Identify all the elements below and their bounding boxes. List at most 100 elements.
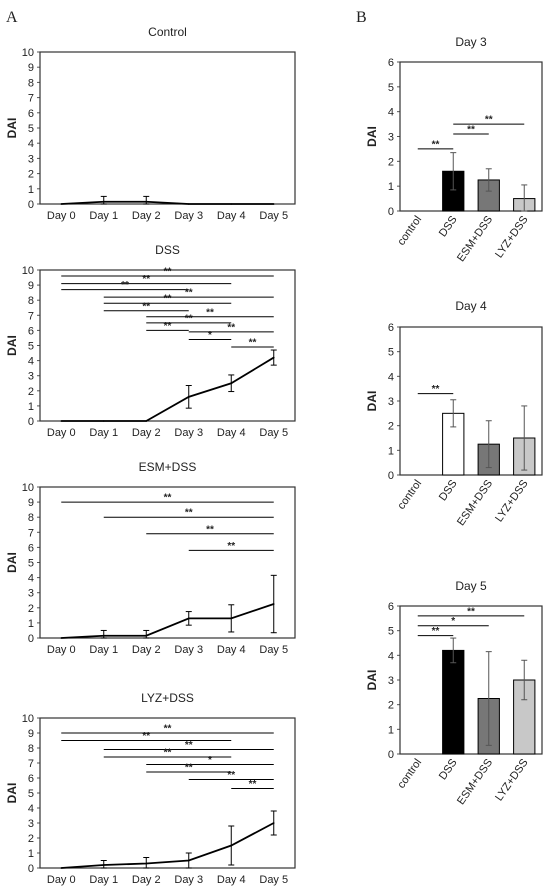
plot-frame	[39, 269, 296, 422]
data-point	[60, 420, 63, 422]
y-tick-label: 8	[28, 295, 34, 307]
significance-label: **	[164, 321, 172, 332]
x-tick-label: control	[395, 214, 424, 248]
chart-3: LYZ+DSS DAI 0 1 2 3 4 5 6 7 8 9 10 Day 0 Day 1 Day 2 Day…	[5, 691, 296, 886]
plot-frame	[399, 605, 543, 755]
data-point	[230, 203, 233, 205]
y-tick-label: 10	[22, 47, 34, 59]
bar	[442, 649, 465, 755]
y-tick-label: 6	[388, 57, 394, 69]
y-tick-label: 5	[28, 123, 34, 135]
significance-label: **	[206, 307, 214, 318]
series-line	[61, 200, 274, 205]
x-tick-label: ESM+DSS	[455, 757, 495, 807]
y-tick-label: 8	[28, 743, 34, 755]
y-tick-label: 6	[28, 325, 34, 337]
y-tick-label: 5	[28, 788, 34, 800]
y-tick-label: 2	[28, 603, 34, 615]
significance-label: **	[432, 626, 440, 637]
y-tick-label: 4	[388, 107, 394, 119]
significance-label: *	[208, 755, 212, 766]
y-tick-label: 0	[388, 749, 394, 761]
significance-label: **	[164, 493, 172, 504]
y-axis-label: DAI	[5, 552, 19, 573]
y-tick-label: 8	[28, 512, 34, 524]
x-tick-label: Day 4	[217, 874, 246, 886]
y-axis-label: DAI	[365, 391, 379, 412]
data-point	[60, 203, 63, 205]
x-tick-label: Day 4	[217, 210, 246, 222]
y-axis-label: DAI	[5, 783, 19, 804]
y-tick-label: 2	[28, 833, 34, 845]
y-tick-label: 6	[28, 542, 34, 554]
y-tick-label: 10	[22, 482, 34, 494]
y-tick-label: 1	[388, 181, 394, 193]
chart-title: Day 5	[455, 579, 487, 593]
x-tick-label: Day 2	[132, 210, 161, 222]
plot-frame	[39, 717, 296, 869]
x-tick-label: LYZ+DSS	[493, 214, 531, 261]
y-tick-label: 9	[28, 728, 34, 740]
y-tick-label: 8	[28, 77, 34, 89]
x-tick-label: Day 1	[89, 644, 118, 656]
x-tick-label: Day 0	[47, 427, 76, 439]
y-axis-label: DAI	[365, 670, 379, 691]
y-tick-label: 1	[28, 401, 34, 413]
significance-label: **	[227, 322, 235, 333]
x-tick-label: ESM+DSS	[455, 214, 495, 264]
significance-label: **	[432, 139, 440, 150]
significance-label: **	[142, 731, 150, 742]
y-tick-label: 1	[28, 618, 34, 630]
y-tick-label: 4	[28, 356, 34, 368]
y-tick-label: 5	[388, 82, 394, 94]
x-tick-label: Day 1	[89, 874, 118, 886]
significance-label: **	[185, 313, 193, 324]
panel-label-a: A	[6, 9, 18, 26]
x-tick-label: DSS	[437, 478, 460, 503]
chart-title: ESM+DSS	[139, 460, 197, 474]
y-tick-label: 7	[28, 310, 34, 322]
y-tick-label: 5	[388, 347, 394, 359]
x-tick-label: Day 4	[217, 644, 246, 656]
x-tick-label: Day 5	[259, 210, 288, 222]
chart-title: Day 3	[455, 35, 487, 49]
x-tick-label: Day 5	[259, 427, 288, 439]
significance-label: *	[451, 616, 455, 627]
x-tick-label: DSS	[437, 757, 460, 782]
series-line	[61, 356, 275, 422]
x-tick-label: Day 2	[132, 427, 161, 439]
chart-0: Control DAI 0 1 2 3 4 5 6 7 8 9 10 Day 0 Day 1 Day 2 Day…	[5, 25, 296, 222]
significance-label: **	[121, 280, 129, 291]
x-tick-label: Day 4	[217, 427, 246, 439]
significance-label: **	[142, 274, 150, 285]
significance-label: **	[164, 267, 172, 278]
data-point	[187, 203, 190, 205]
x-tick-label: LYZ+DSS	[493, 757, 531, 804]
significance-label: **	[164, 294, 172, 305]
y-tick-label: 3	[388, 132, 394, 144]
significance-label: **	[206, 524, 214, 535]
significance-label: **	[249, 338, 257, 349]
x-tick-label: Day 3	[174, 210, 203, 222]
data-point	[272, 203, 275, 205]
y-tick-label: 0	[28, 416, 34, 428]
significance-label: **	[164, 724, 172, 735]
y-tick-label: 1	[388, 724, 394, 736]
y-tick-label: 3	[388, 396, 394, 408]
significance-label: *	[208, 330, 212, 341]
data-point	[60, 637, 63, 639]
y-axis-label: DAI	[5, 118, 19, 139]
y-tick-label: 9	[28, 62, 34, 74]
y-axis-label: DAI	[365, 126, 379, 147]
y-tick-label: 1	[28, 848, 34, 860]
chart-1: DSS DAI 0 1 2 3 4 5 6 7 8 9 10 Day 0 Day 1 Day 2 Day 3 Da…	[5, 243, 296, 439]
significance-label: **	[227, 541, 235, 552]
x-tick-label: ESM+DSS	[455, 478, 495, 528]
x-tick-label: control	[395, 478, 424, 512]
significance-label: **	[227, 770, 235, 781]
y-tick-label: 7	[28, 527, 34, 539]
significance-label: **	[485, 115, 493, 126]
